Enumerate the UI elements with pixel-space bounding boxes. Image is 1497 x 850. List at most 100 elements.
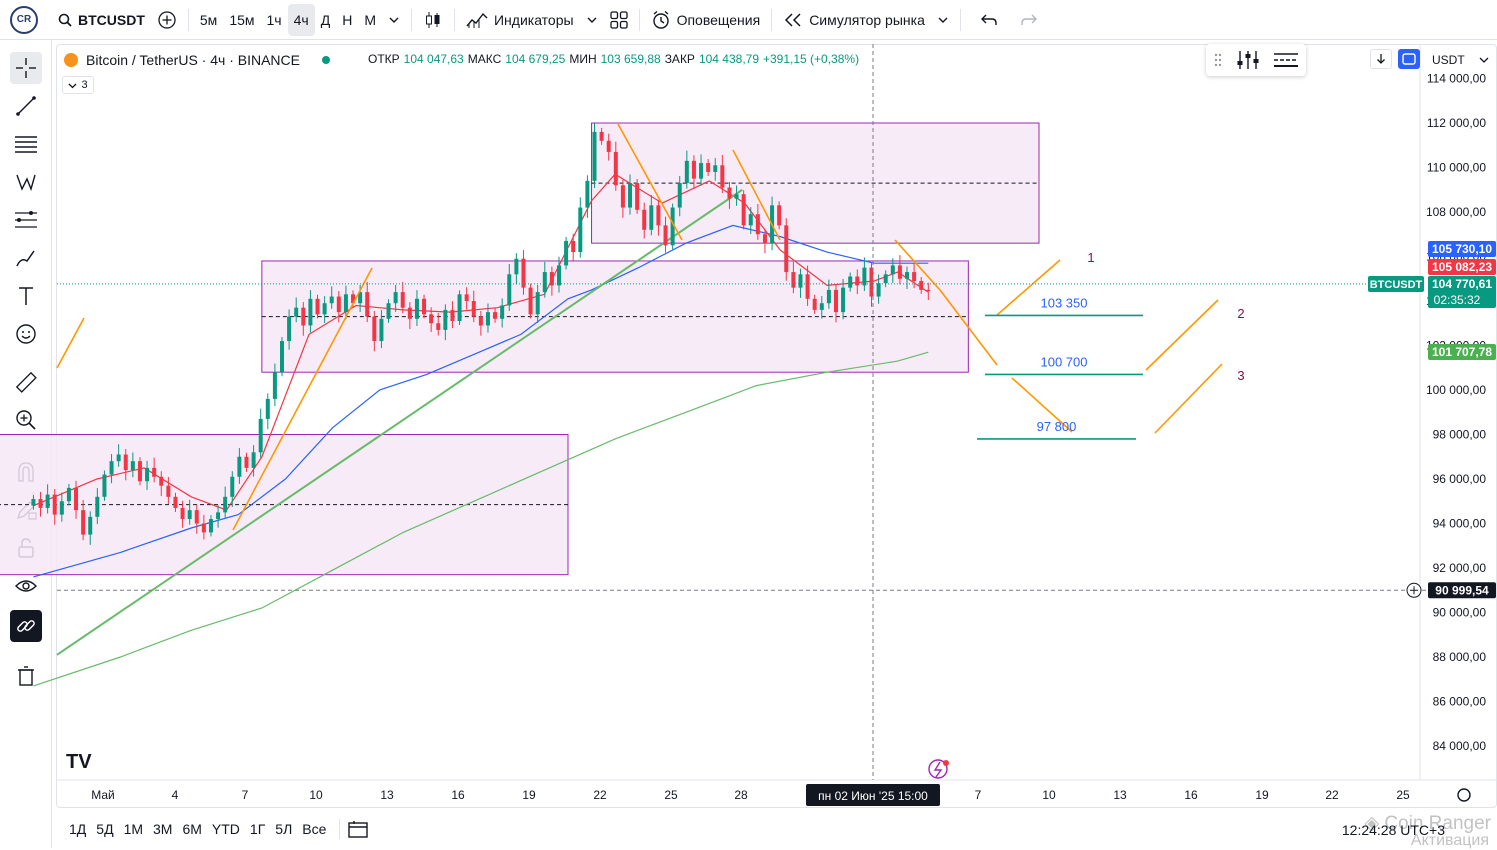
range-button[interactable]: 1Д [69, 821, 87, 837]
candle-body [663, 225, 668, 246]
ma-20-line [33, 173, 929, 511]
alerts-button[interactable]: Оповещения [645, 4, 767, 36]
sync-drawings-button[interactable] [10, 610, 42, 642]
divider [771, 8, 773, 31]
range-button[interactable]: 1Г [249, 821, 266, 837]
candle-body [379, 318, 384, 342]
interval-button[interactable]: Д [320, 11, 331, 28]
crosshair-tool-button[interactable] [10, 52, 42, 84]
range-button[interactable]: 6М [182, 821, 202, 837]
y-axis-tick-label: 90 000,00 [1433, 606, 1487, 620]
candle-body [464, 294, 469, 301]
y-axis-tick-label: 114 000,00 [1427, 72, 1486, 86]
indicators-icon [466, 12, 488, 28]
settings-sliders-icon[interactable] [1236, 49, 1260, 71]
chevron-down-icon [1479, 57, 1489, 63]
remove-drawings-button[interactable] [10, 660, 42, 692]
indicators-button[interactable]: Индикаторы [460, 4, 580, 36]
link-icon [17, 620, 35, 632]
ma-50-line [33, 224, 929, 578]
candle-body [38, 499, 43, 508]
pattern-tool-button[interactable] [10, 166, 42, 198]
line-style-icon[interactable] [1273, 50, 1299, 70]
gear-icon[interactable] [1457, 788, 1471, 802]
x-axis-tick-label: Май [91, 788, 115, 802]
low-key: МИН [569, 52, 597, 66]
indicators-dropdown[interactable] [580, 4, 604, 36]
indicators-collapse-button[interactable]: 3 [62, 76, 94, 94]
divider [638, 8, 640, 31]
price-tag-label-2: 105 082,23 [1432, 260, 1492, 274]
chevron-down-icon [587, 17, 597, 23]
chevron-down-icon [389, 17, 399, 23]
close-key: ЗАКР [664, 52, 695, 66]
range-button[interactable]: 5Д [96, 821, 114, 837]
crosshair-date-label: пн 02 Июн '25 15:00 [818, 789, 928, 803]
redo-icon [1021, 14, 1037, 25]
candle-body [691, 160, 696, 179]
text-tool-button[interactable] [10, 280, 42, 312]
emoji-tool-button[interactable] [10, 318, 42, 350]
interval-button[interactable]: М [364, 11, 376, 28]
interval-button[interactable]: 1ч [266, 11, 282, 28]
candle-body [642, 209, 647, 230]
target-label-2: 100 700 [1041, 354, 1088, 369]
high-key: МАКС [467, 52, 502, 66]
interval-button[interactable]: Н [342, 11, 353, 28]
clock-label[interactable]: 12:24:28 UTC+3 [1341, 822, 1445, 838]
eye-icon [15, 580, 37, 592]
user-avatar[interactable]: CR [10, 5, 38, 34]
interval-dropdown[interactable] [382, 4, 406, 36]
countdown-label: 02:35:32 [1434, 293, 1481, 307]
y-axis-tick-label: 86 000,00 [1433, 695, 1487, 709]
candle-body [450, 309, 455, 322]
candle-body [414, 298, 419, 319]
range-button[interactable]: Все [302, 821, 327, 837]
measure-tool-button[interactable] [10, 366, 42, 398]
candle-body [216, 512, 221, 520]
divider [453, 8, 455, 31]
layouts-button[interactable] [604, 4, 634, 36]
candle-body [59, 501, 64, 515]
price-tag-label-1: 105 730,10 [1432, 242, 1492, 256]
scroll-down-button[interactable] [1370, 49, 1392, 69]
candle-body [677, 183, 682, 208]
prediction-tool-button[interactable] [10, 204, 42, 236]
indicators-count: 3 [81, 79, 88, 91]
auto-scale-button[interactable] [1398, 49, 1420, 69]
legend-title[interactable]: Bitcoin / TetherUS · 4ч · BINANCE [86, 52, 300, 68]
trend-line-support [56, 188, 743, 656]
candle-body [109, 461, 114, 475]
fib-tool-button[interactable] [10, 128, 42, 160]
redo-button[interactable] [1014, 4, 1044, 36]
calendar-icon[interactable] [348, 820, 369, 838]
compare-button[interactable] [151, 4, 183, 36]
currency-selector[interactable]: USDT [1428, 49, 1496, 71]
interval-button[interactable]: 4ч [287, 3, 315, 36]
candle-body [137, 461, 142, 482]
range-button[interactable]: 1М [123, 821, 144, 837]
interval-button[interactable]: 5м [199, 11, 218, 28]
zoom-tool-button[interactable] [10, 404, 42, 436]
range-button[interactable]: YTD [211, 821, 240, 837]
hide-drawings-button[interactable] [10, 570, 42, 602]
drag-handle-icon[interactable] [1213, 52, 1223, 68]
candle-body [400, 292, 405, 308]
scenario-label-3: 3 [1237, 368, 1244, 383]
price-tag-label-5: 90 999,54 [1435, 583, 1489, 597]
add-alert-plus-icon[interactable] [1406, 582, 1422, 598]
range-button[interactable]: 5Л [275, 821, 293, 837]
candle-body [777, 205, 782, 226]
scale-icon [1402, 53, 1416, 65]
undo-button[interactable] [974, 4, 1004, 36]
chart-type-button[interactable] [417, 4, 449, 36]
replay-dropdown[interactable] [931, 4, 955, 36]
symbol-search-button[interactable]: BTCUSDT [52, 4, 151, 36]
interval-button[interactable]: 15м [229, 11, 255, 28]
candle-body [244, 456, 249, 468]
trend-line-tool-button[interactable] [10, 90, 42, 122]
brush-tool-button[interactable] [10, 242, 42, 274]
range-button[interactable]: 3М [153, 821, 173, 837]
replay-button[interactable]: Симулятор рынка [777, 4, 931, 36]
